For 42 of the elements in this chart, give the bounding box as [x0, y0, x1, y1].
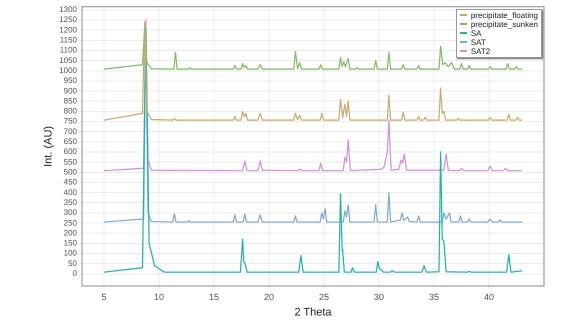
- x-tick-label: 15: [208, 292, 220, 302]
- y-tick-label: 700: [64, 126, 78, 136]
- y-tick-label: 800: [64, 106, 78, 116]
- y-tick-label: 250: [64, 218, 78, 228]
- y-tick-label: 0: [72, 269, 78, 278]
- y-tick-label: 900: [64, 86, 78, 96]
- legend-label: SAT2: [470, 46, 490, 56]
- x-axis-title: 2 Theta: [294, 306, 332, 318]
- x-tick-label: 30: [374, 292, 384, 302]
- x-tick-label: 10: [154, 292, 164, 302]
- y-tick-label: 1200: [59, 25, 78, 34]
- legend-label: SAT: [470, 38, 486, 47]
- y-tick-label: 1300: [59, 5, 78, 14]
- x-tick-label: 5: [101, 292, 107, 302]
- legend-label: precipitate_floating: [470, 10, 538, 20]
- y-tick-label: 50: [68, 258, 78, 268]
- y-tick-label: 600: [64, 147, 78, 156]
- x-tick-label: 25: [318, 292, 330, 302]
- legend-label: precipitate_sunken: [470, 20, 538, 29]
- y-tick-label: 850: [64, 96, 78, 106]
- y-tick-label: 300: [64, 208, 78, 218]
- y-axis-title: Int. (AU): [42, 126, 55, 167]
- y-tick-label: 650: [64, 137, 78, 146]
- x-tick-label: 40: [484, 292, 494, 302]
- y-tick-label: 1000: [59, 66, 78, 75]
- y-tick-label: 350: [64, 198, 78, 207]
- y-tick-label: 1050: [59, 56, 78, 65]
- y-tick-label: 1150: [60, 36, 78, 45]
- x-tick-label: 20: [264, 292, 274, 302]
- y-tick-label: 400: [64, 188, 78, 197]
- y-tick-label: 950: [64, 76, 78, 86]
- y-tick-label: 100: [64, 248, 78, 258]
- y-tick-label: 1100: [60, 46, 78, 55]
- y-tick-label: 150: [64, 238, 78, 248]
- y-tick-label: 450: [64, 178, 78, 187]
- y-tick-label: 550: [64, 157, 78, 166]
- y-tick-label: 500: [64, 167, 78, 176]
- y-tick-label: 1250: [59, 15, 78, 24]
- y-tick-label: 200: [64, 228, 78, 238]
- x-tick-label: 35: [428, 292, 440, 302]
- legend-label: SA: [470, 28, 482, 38]
- y-tick-label: 750: [64, 116, 78, 126]
